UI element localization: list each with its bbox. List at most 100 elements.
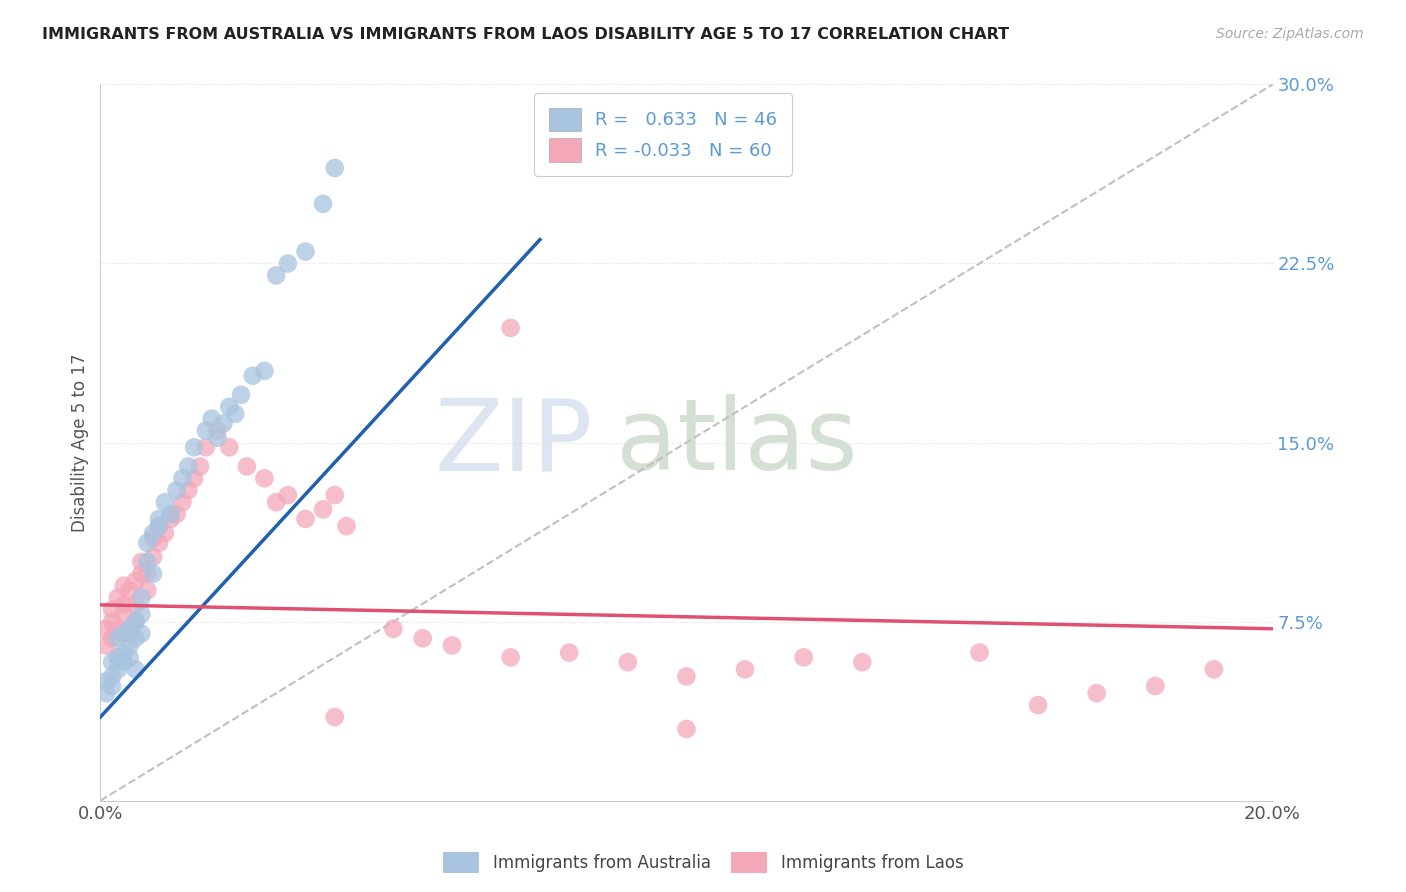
- Point: [148, 519, 170, 533]
- Point: [112, 655, 135, 669]
- Point: [101, 615, 124, 629]
- Point: [107, 632, 129, 646]
- Point: [131, 591, 153, 605]
- Point: [159, 512, 181, 526]
- Point: [253, 364, 276, 378]
- Point: [112, 607, 135, 622]
- Point: [1202, 662, 1225, 676]
- Point: [312, 196, 335, 211]
- Point: [118, 622, 141, 636]
- Point: [177, 483, 200, 498]
- Point: [277, 256, 299, 270]
- Legend: Immigrants from Australia, Immigrants from Laos: Immigrants from Australia, Immigrants fr…: [436, 846, 970, 880]
- Point: [131, 555, 153, 569]
- Point: [107, 650, 129, 665]
- Point: [148, 519, 170, 533]
- Point: [499, 650, 522, 665]
- Point: [236, 459, 259, 474]
- Point: [131, 607, 153, 622]
- Point: [118, 639, 141, 653]
- Point: [124, 632, 146, 646]
- Point: [124, 574, 146, 588]
- Point: [131, 626, 153, 640]
- Text: atlas: atlas: [616, 394, 858, 491]
- Point: [323, 161, 346, 175]
- Point: [212, 417, 235, 431]
- Point: [142, 550, 165, 565]
- Point: [101, 679, 124, 693]
- Point: [112, 598, 135, 612]
- Point: [188, 459, 211, 474]
- Point: [734, 662, 756, 676]
- Point: [440, 639, 463, 653]
- Point: [277, 488, 299, 502]
- Point: [159, 507, 181, 521]
- Point: [218, 440, 240, 454]
- Point: [183, 471, 205, 485]
- Point: [112, 626, 135, 640]
- Point: [124, 615, 146, 629]
- Point: [101, 602, 124, 616]
- Point: [131, 566, 153, 581]
- Point: [229, 388, 252, 402]
- Point: [207, 431, 229, 445]
- Point: [166, 507, 188, 521]
- Point: [96, 639, 118, 653]
- Point: [382, 622, 405, 636]
- Point: [675, 669, 697, 683]
- Point: [101, 669, 124, 683]
- Point: [172, 471, 194, 485]
- Point: [96, 686, 118, 700]
- Point: [218, 400, 240, 414]
- Point: [118, 650, 141, 665]
- Point: [136, 536, 159, 550]
- Point: [142, 531, 165, 545]
- Point: [499, 321, 522, 335]
- Point: [107, 591, 129, 605]
- Point: [323, 488, 346, 502]
- Point: [142, 526, 165, 541]
- Point: [558, 646, 581, 660]
- Point: [96, 674, 118, 689]
- Point: [312, 502, 335, 516]
- Point: [124, 615, 146, 629]
- Point: [1026, 698, 1049, 713]
- Point: [194, 424, 217, 438]
- Point: [148, 536, 170, 550]
- Text: ZIP: ZIP: [434, 394, 593, 491]
- Point: [264, 495, 287, 509]
- Point: [107, 622, 129, 636]
- Y-axis label: Disability Age 5 to 17: Disability Age 5 to 17: [72, 353, 89, 532]
- Point: [112, 579, 135, 593]
- Point: [124, 662, 146, 676]
- Point: [969, 646, 991, 660]
- Point: [136, 555, 159, 569]
- Point: [201, 411, 224, 425]
- Text: IMMIGRANTS FROM AUSTRALIA VS IMMIGRANTS FROM LAOS DISABILITY AGE 5 TO 17 CORRELA: IMMIGRANTS FROM AUSTRALIA VS IMMIGRANTS …: [42, 27, 1010, 42]
- Point: [153, 495, 176, 509]
- Point: [177, 459, 200, 474]
- Point: [101, 632, 124, 646]
- Point: [118, 626, 141, 640]
- Point: [617, 655, 640, 669]
- Point: [112, 646, 135, 660]
- Point: [1085, 686, 1108, 700]
- Point: [335, 519, 357, 533]
- Point: [172, 495, 194, 509]
- Point: [675, 722, 697, 736]
- Point: [412, 632, 434, 646]
- Point: [118, 583, 141, 598]
- Point: [183, 440, 205, 454]
- Point: [107, 662, 129, 676]
- Text: Source: ZipAtlas.com: Source: ZipAtlas.com: [1216, 27, 1364, 41]
- Point: [107, 650, 129, 665]
- Point: [242, 368, 264, 383]
- Point: [1144, 679, 1167, 693]
- Point: [101, 655, 124, 669]
- Point: [264, 268, 287, 283]
- Point: [224, 407, 246, 421]
- Legend: R =   0.633   N = 46, R = -0.033   N = 60: R = 0.633 N = 46, R = -0.033 N = 60: [534, 94, 792, 176]
- Point: [294, 512, 316, 526]
- Point: [207, 424, 229, 438]
- Point: [851, 655, 873, 669]
